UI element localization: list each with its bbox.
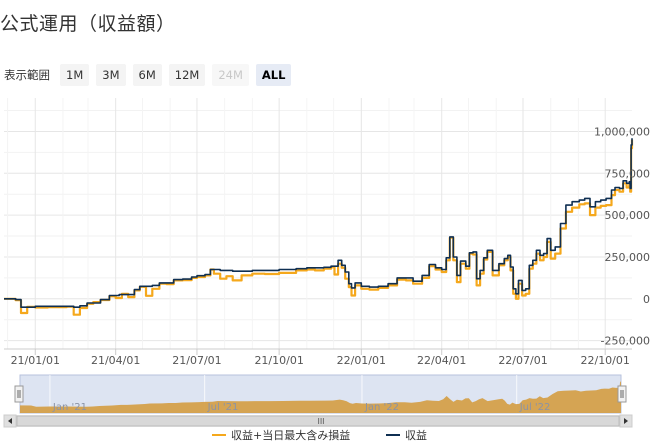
series-line-profit[interactable] <box>4 138 633 308</box>
scrollbar-thumb[interactable] <box>16 415 620 427</box>
x-tick-label: 21/10/01 <box>254 354 303 367</box>
navigator-label: Jul '21 <box>207 402 239 413</box>
y-tick-label: 500,000 <box>605 209 650 222</box>
navigator-handle-left[interactable] <box>14 385 24 403</box>
legend: 収益+当日最大含み損益 収益 <box>212 428 427 441</box>
range-selector: 表示範囲 1M 3M 6M 12M 24M ALL <box>4 64 298 86</box>
navigator-labels: Jan '21 Jul '21 Jan '22 Jul '22 <box>52 402 550 413</box>
range-button-24m[interactable]: 24M <box>212 64 249 86</box>
x-tick-label: 22/04/01 <box>417 354 466 367</box>
range-button-3m[interactable]: 3M <box>96 64 126 86</box>
range-label: 表示範囲 <box>4 68 50 82</box>
scroll-left-arrow-icon <box>8 418 12 424</box>
y-tick-label: 750,000 <box>605 167 650 180</box>
navigator-label: Jul '22 <box>519 402 551 413</box>
y-tick-label: -250,000 <box>601 335 650 348</box>
navigator-label: Jan '21 <box>52 402 87 413</box>
y-tick-label: 1,000,000 <box>594 125 650 138</box>
legend-item-profit[interactable]: 収益 <box>386 428 427 441</box>
range-button-1m[interactable]: 1M <box>60 64 90 86</box>
navigator[interactable]: Jan '21 Jul '21 Jan '22 Jul '22 <box>4 374 632 414</box>
range-button-6m[interactable]: 6M <box>132 64 162 86</box>
series-line-profit-with-loss[interactable] <box>4 139 634 316</box>
range-button-all[interactable]: ALL <box>255 64 292 86</box>
navigator-area <box>20 381 621 413</box>
x-tick-label: 22/07/01 <box>498 354 547 367</box>
x-axis-labels: 21/01/01 21/04/01 21/07/01 21/10/01 22/01/01… <box>11 354 630 367</box>
y-tick-label: 0 <box>643 293 650 306</box>
x-tick-label: 22/01/01 <box>337 354 386 367</box>
legend-label-profit-with-loss: 収益+当日最大含み損益 <box>231 428 350 441</box>
range-button-12m[interactable]: 12M <box>168 64 206 86</box>
x-tick-label: 21/04/01 <box>91 354 140 367</box>
y-tick-label: 250,000 <box>605 251 650 264</box>
series-lines[interactable] <box>4 138 634 316</box>
scrollbar[interactable]: III <box>3 414 633 428</box>
legend-label-profit: 収益 <box>405 428 427 441</box>
x-tick-label: 21/01/01 <box>11 354 60 367</box>
navigator-handle-right[interactable] <box>617 385 627 403</box>
y-axis-labels: -250,000 0 250,000 500,000 750,000 1,000,000 <box>594 125 650 347</box>
page-title: 公式運用（収益額） <box>0 13 176 35</box>
scrollbar-grip: III <box>317 417 324 426</box>
scroll-right-arrow-icon <box>624 418 628 424</box>
legend-item-profit-with-loss[interactable]: 収益+当日最大含み損益 <box>212 428 350 441</box>
navigator-label: Jan '22 <box>364 402 399 413</box>
x-tick-label: 22/10/01 <box>580 354 629 367</box>
x-tick-label: 21/07/01 <box>172 354 221 367</box>
x-grid-lines <box>7 98 606 355</box>
plot-area <box>4 98 650 349</box>
